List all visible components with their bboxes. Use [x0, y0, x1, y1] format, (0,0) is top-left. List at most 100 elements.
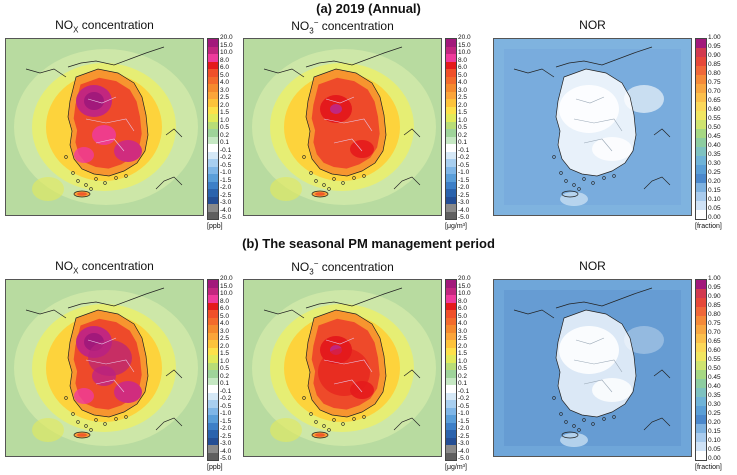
- section-title-annual: (a) 2019 (Annual): [316, 1, 421, 16]
- panel-title-nor: NOR: [579, 259, 606, 273]
- colorbar-segment: [208, 54, 218, 62]
- colorbar-tick-label: -5.0: [458, 214, 470, 221]
- colorbar-tick-label: 0.25: [708, 169, 721, 176]
- colorbar-tick-label: 0.00: [708, 214, 721, 221]
- colorbar-segment: [696, 379, 706, 388]
- panel-title-no3: NO3− concentration: [291, 259, 394, 277]
- colorbar-tick-label: 2.0: [220, 342, 230, 350]
- colorbar-tick-label: 0.40: [708, 142, 721, 149]
- colorbar-segment: [208, 415, 218, 423]
- colorbar-tick-label: -2.0: [220, 184, 232, 191]
- colorbar-tick-label: 0.30: [708, 401, 721, 408]
- colorbar-segment: [208, 181, 218, 189]
- colorbar-tick-label: -4.0: [458, 447, 470, 455]
- colorbar-tick-label: 20.0: [220, 34, 233, 41]
- panel-title-nor: NOR: [579, 18, 606, 32]
- colorbar-tick-label: 6.0: [220, 305, 230, 312]
- colorbar-segment: [208, 355, 218, 363]
- colorbar-tick-label: 0.90: [708, 52, 721, 59]
- colorbar-tick-label: -1.5: [220, 417, 232, 425]
- colorbar-segment: [446, 302, 456, 310]
- colorbar-tick-label: 1.5: [458, 350, 468, 357]
- colorbar-segment: [446, 159, 456, 167]
- colorbar-tick-label: -1.5: [458, 417, 470, 425]
- colorbar-segment: [446, 61, 456, 69]
- colorbar-segment: [696, 415, 706, 424]
- colorbar-ticks-nor-annual: 1.00 0.95 0.90 0.85 0.80 0.75 0.70 0.65 0.60 0.55…: [708, 34, 736, 221]
- colorbar-nor-seasonal: [695, 279, 707, 461]
- colorbar-tick-label: 15.0: [220, 282, 233, 290]
- colorbar-tick-label: 5.0: [220, 312, 230, 320]
- colorbar-tick-label: 0.1: [220, 139, 230, 146]
- unit-label-ugm3: [μg/m³]: [445, 223, 467, 230]
- colorbar-segment: [696, 316, 706, 325]
- colorbar-segment: [208, 174, 218, 182]
- colorbar-segment: [696, 192, 706, 201]
- colorbar-tick-label: -0.5: [220, 161, 232, 169]
- colorbar-segment: [208, 159, 218, 167]
- colorbar-segment: [696, 147, 706, 156]
- colorbar-segment: [446, 310, 456, 318]
- colorbar-tick-label: 0.05: [708, 205, 721, 212]
- colorbar-tick-label: 0.10: [708, 196, 721, 203]
- colorbar-segment: [446, 332, 456, 340]
- colorbar-segment: [446, 39, 456, 47]
- colorbar-segment: [208, 400, 218, 408]
- colorbar-tick-label: -0.5: [458, 161, 470, 169]
- map-nox-seasonal: [5, 279, 204, 457]
- map-no3-annual: [243, 38, 442, 216]
- colorbar-tick-label: 0.75: [708, 79, 721, 86]
- colorbar-tick-label: 1.5: [458, 109, 468, 116]
- colorbar-tick-label: 8.0: [220, 297, 230, 305]
- colorbar-segment: [208, 332, 218, 340]
- colorbar-segment: [208, 91, 218, 99]
- panel-nor-seasonal: NOR 1.00 0.95 0.90 0.85 0.80 0.75 0.70 0.65 0.60…: [490, 259, 734, 475]
- colorbar-segment: [208, 430, 218, 438]
- colorbar-segment: [696, 406, 706, 415]
- colorbar-segment: [208, 287, 218, 295]
- colorbar-tick-label: 1.00: [708, 34, 721, 41]
- colorbar-tick-label: 0.2: [458, 372, 468, 380]
- colorbar-tick-label: 2.0: [220, 101, 230, 109]
- colorbar-tick-label: 10.0: [458, 290, 471, 297]
- colorbar-segment: [446, 437, 456, 445]
- colorbar-segment: [696, 210, 706, 219]
- colorbar-tick-label: -0.2: [220, 395, 232, 402]
- colorbar-tick-label: -0.5: [458, 402, 470, 410]
- map-plot: [244, 39, 441, 215]
- colorbar-tick-label: -2.5: [458, 191, 470, 199]
- colorbar-nox-annual: [207, 38, 219, 220]
- colorbar-segment: [446, 415, 456, 423]
- colorbar-segment: [446, 144, 456, 152]
- panel-nox-seasonal: NOX concentration 20.0 15.0 10.0 8.0 6.0 5.0 4…: [2, 259, 246, 475]
- colorbar-segment: [696, 442, 706, 451]
- colorbar-tick-label: 8.0: [220, 56, 230, 64]
- colorbar-segment: [696, 183, 706, 192]
- colorbar-segment: [208, 144, 218, 152]
- panel-title-no3: NO3− concentration: [291, 18, 394, 36]
- colorbar-tick-label: 5.0: [458, 312, 468, 320]
- colorbar-segment: [696, 298, 706, 307]
- colorbar-segment: [208, 310, 218, 318]
- colorbar-tick-label: 2.5: [458, 94, 468, 101]
- colorbar-segment: [446, 362, 456, 370]
- colorbar-tick-label: 3.0: [458, 327, 468, 335]
- colorbar-tick-label: 0.70: [708, 88, 721, 95]
- colorbar-tick-label: -0.1: [220, 146, 232, 154]
- colorbar-segment: [446, 99, 456, 107]
- colorbar-segment: [446, 181, 456, 189]
- colorbar-tick-label: -0.1: [458, 387, 470, 395]
- colorbar-segment: [208, 347, 218, 355]
- colorbar-tick-label: 0.55: [708, 356, 721, 363]
- colorbar-segment: [446, 114, 456, 122]
- colorbar-segment: [446, 69, 456, 77]
- colorbar-tick-label: 0.45: [708, 133, 721, 140]
- map-no3-seasonal: [243, 279, 442, 457]
- colorbar-segment: [446, 452, 456, 460]
- colorbar-tick-label: 0.95: [708, 43, 721, 50]
- colorbar-tick-label: -1.0: [458, 410, 470, 417]
- colorbar-segment: [696, 165, 706, 174]
- colorbar-tick-label: 20.0: [220, 275, 233, 282]
- colorbar-tick-label: 0.80: [708, 70, 721, 77]
- colorbar-segment: [446, 325, 456, 333]
